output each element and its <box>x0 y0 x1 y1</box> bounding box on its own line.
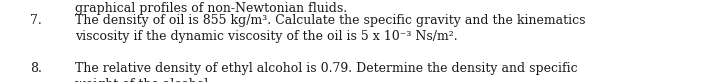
Text: graphical profiles of non-Newtonian fluids.: graphical profiles of non-Newtonian flui… <box>75 2 347 15</box>
Text: 8.: 8. <box>30 62 42 75</box>
Text: viscosity if the dynamic viscosity of the oil is 5 x 10⁻³ Ns/m².: viscosity if the dynamic viscosity of th… <box>75 30 457 43</box>
Text: 7.: 7. <box>30 14 42 27</box>
Text: The density of oil is 855 kg/m³. Calculate the specific gravity and the kinemati: The density of oil is 855 kg/m³. Calcula… <box>75 14 585 27</box>
Text: The relative density of ethyl alcohol is 0.79. Determine the density and specifi: The relative density of ethyl alcohol is… <box>75 62 578 75</box>
Text: weight of the alcohol.: weight of the alcohol. <box>75 78 212 82</box>
